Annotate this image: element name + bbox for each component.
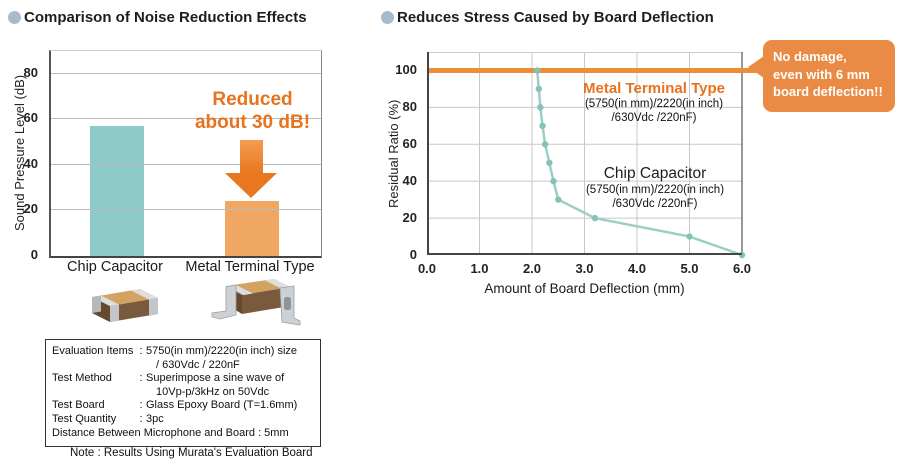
bullet-icon (8, 11, 21, 24)
noise-bar-chart-plot (49, 50, 322, 258)
note-row: Evaluation Items:5750(in mm)/2220(in inc… (52, 345, 298, 371)
callout-bubble: No damage, even with 6 mm board deflecti… (748, 40, 895, 112)
evaluation-note-rows: Evaluation Items:5750(in mm)/2220(in inc… (52, 345, 314, 426)
metal-terminal-type-image (211, 279, 301, 326)
chip-capacitor-image (92, 289, 158, 322)
evaluation-note-distance-line: Distance Between Microphone and Board : … (52, 427, 289, 439)
right-section-title: Reduces Stress Caused by Board Deflectio… (381, 9, 714, 26)
y-tick-label: 40 (23, 155, 38, 171)
y-tick-label: 60 (402, 136, 417, 152)
y-tick-label: 40 (402, 173, 417, 189)
bar-chart-y-ticks: 0 20 40 60 80 (0, 50, 44, 262)
deflection-line-chart-plot (427, 52, 771, 259)
gridline (51, 209, 321, 211)
y-tick-label: 0 (30, 247, 38, 262)
y-tick-label: 20 (402, 210, 417, 226)
down-arrow-icon (240, 140, 263, 174)
gridline (51, 163, 321, 165)
bullet-icon (381, 11, 394, 24)
y-tick-label: 60 (23, 110, 38, 126)
y-tick-label: 100 (395, 62, 417, 78)
bar-metal-terminal-type (225, 201, 279, 256)
y-tick-label: 80 (23, 64, 38, 80)
y-tick-label: 80 (402, 99, 417, 115)
note-text: Note : Results Using Murata's Evaluation… (70, 447, 313, 459)
left-title-text: Comparison of Noise Reduction Effects (24, 9, 307, 26)
gridline (51, 72, 321, 74)
bar-chart-category-labels: Chip Capacitor Metal Terminal Type (49, 259, 319, 277)
metal-terminal-series-label: Metal Terminal Type (5750(in mm)/2220(in… (583, 80, 725, 124)
left-section-title: Comparison of Noise Reduction Effects (8, 9, 307, 26)
x-tick-label: 3.0 (575, 261, 594, 276)
x-tick-label: 4.0 (627, 261, 647, 276)
note-row: Test Board: Glass Epoxy Board (T=1.6mm) (52, 399, 298, 411)
gridline (51, 118, 321, 120)
right-title-text: Reduces Stress Caused by Board Deflectio… (397, 9, 714, 26)
reduction-annotation: Reduced about 30 dB! (194, 89, 311, 133)
x-tick-label: 2.0 (522, 261, 542, 276)
callout-tail-icon (748, 56, 764, 78)
x-tick-label: 1.0 (470, 261, 489, 276)
chip-capacitor-series-label: Chip Capacitor (5750(in mm)/2220(in inch… (585, 165, 725, 210)
bar-chip-capacitor (90, 126, 144, 256)
x-tick-label: 5.0 (680, 261, 699, 276)
x-tick-label: 6.0 (732, 261, 752, 276)
y-tick-label: 20 (23, 201, 38, 217)
x-tick-label: 0.0 (417, 261, 437, 276)
y-tick-label: 0 (409, 247, 417, 262)
line-chart-y-ticks: 0 20 40 60 80 100 (381, 52, 421, 262)
evaluation-note-box: Evaluation Items:5750(in mm)/2220(in inc… (45, 339, 321, 447)
down-arrow-head-icon (225, 173, 277, 198)
note-row: Test Quantity:3pc (52, 412, 164, 425)
category-label: Metal Terminal Type (185, 259, 315, 275)
category-label: Chip Capacitor (67, 259, 163, 275)
note-row: Test Method: Superimpose a sine wave of 10… (52, 372, 285, 398)
line-chart-x-ticks: 0.0 1.0 2.0 3.0 4.0 5.0 6.0 (418, 261, 751, 277)
line-chart-x-axis-title: Amount of Board Deflection (mm) (484, 281, 685, 296)
